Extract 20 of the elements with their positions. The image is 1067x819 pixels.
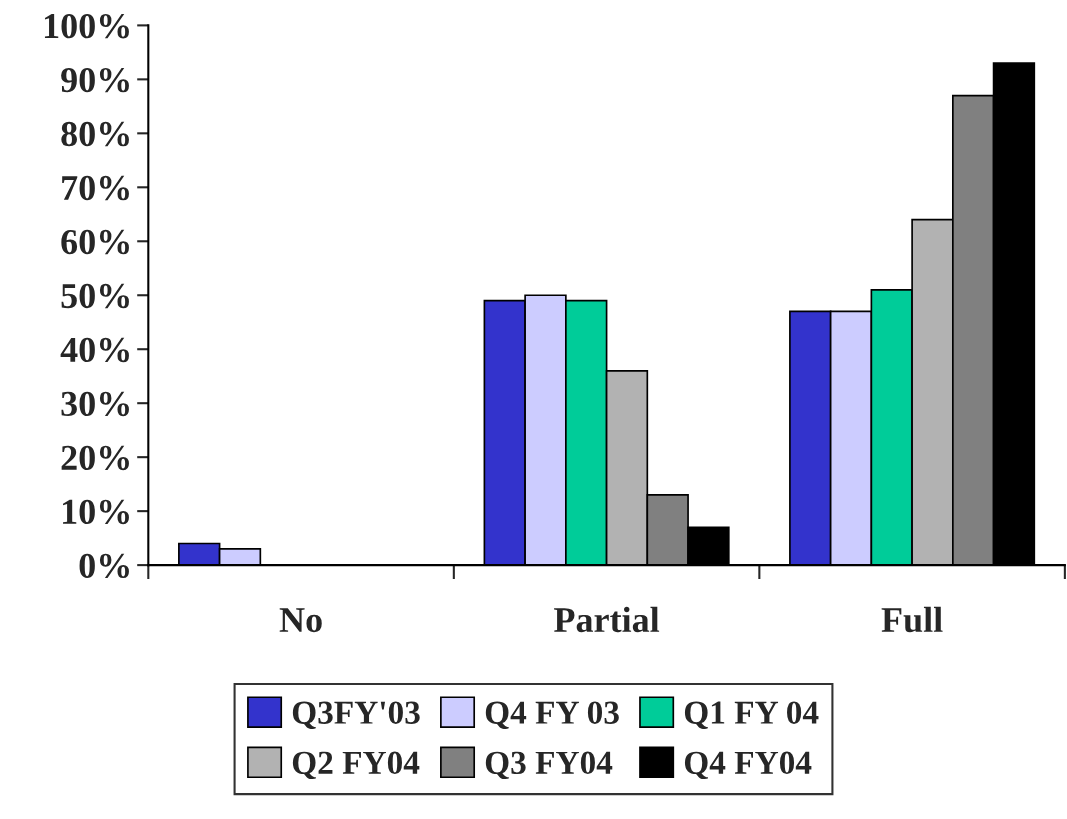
y-tick-label: 40% (60, 337, 129, 363)
x-tick-label: Full (881, 606, 943, 633)
y-tick-label: 70% (62, 175, 129, 201)
y-tick-label: 20% (61, 445, 129, 471)
legend-label: Q4 FY 03 (485, 701, 619, 730)
y-tick-label: 90% (61, 67, 129, 93)
y-tick-label: 80% (61, 121, 129, 147)
x-tick-label: No (279, 608, 322, 633)
y-tick-label: 0% (79, 553, 129, 579)
y-tick-label: 100% (44, 13, 129, 39)
y-tick-label: 30% (61, 391, 129, 417)
y-tick-label: 10% (63, 499, 129, 525)
legend-label: Q3 FY04 (485, 751, 613, 780)
legend-label: Q2 FY04 (292, 751, 420, 780)
legend-label: Q1 FY 04 (684, 701, 819, 730)
y-tick-label: 60% (61, 229, 129, 255)
y-tick-label: 50% (61, 283, 129, 309)
legend-label: Q3FY'03 (292, 701, 420, 730)
legend-label: Q4 FY04 (684, 751, 812, 780)
x-tick-label: Partial (554, 606, 660, 633)
